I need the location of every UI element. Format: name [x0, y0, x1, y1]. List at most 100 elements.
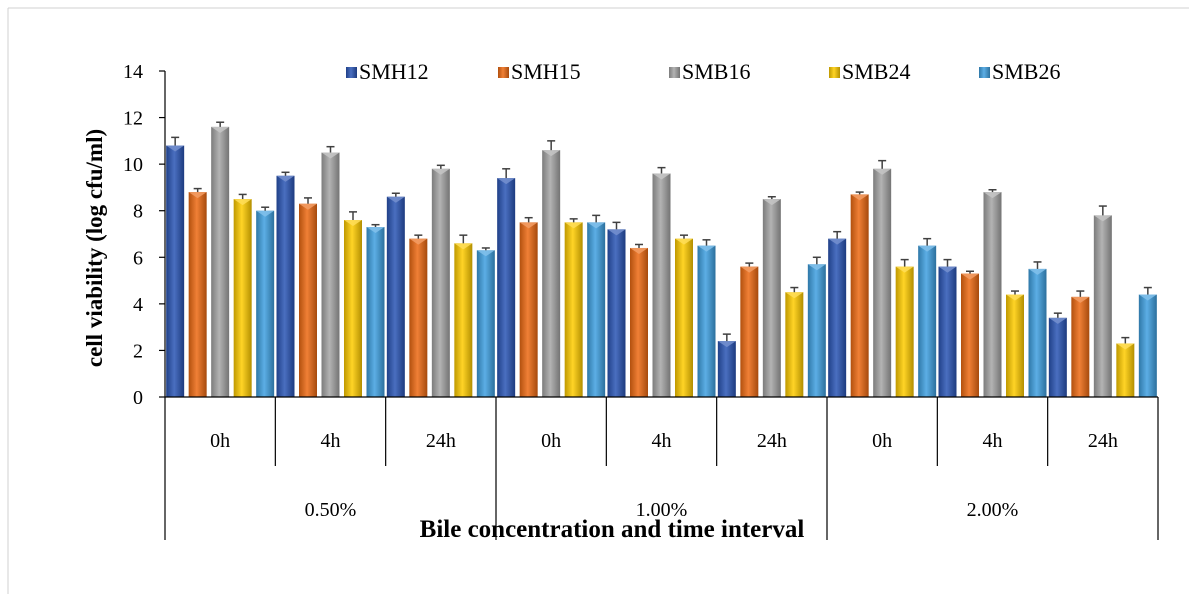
legend-label-smb16: SMB16 — [682, 59, 750, 84]
y-tick-label: 12 — [123, 108, 143, 130]
bar-cap — [409, 238, 428, 245]
bar-cap — [1006, 294, 1024, 301]
category-label: 24h — [757, 430, 787, 452]
bar-smb26-5 — [807, 264, 826, 397]
bar-smb26-3 — [587, 222, 606, 397]
bar-cap — [1116, 343, 1135, 350]
bar-smb16-3 — [542, 150, 561, 397]
bar-cap — [256, 210, 275, 217]
bar-cap — [587, 222, 606, 229]
category-label: 4h — [983, 430, 1003, 452]
legend-label-smb24: SMB24 — [842, 59, 910, 84]
bar-cap — [740, 266, 759, 273]
bar-smb26-1 — [366, 227, 385, 397]
bar-cap — [344, 220, 362, 227]
bar-smh15-8 — [1071, 296, 1090, 397]
bar-smh15-4 — [630, 247, 648, 397]
bar-smh15-3 — [519, 222, 538, 397]
bar-cap — [1071, 296, 1090, 303]
x-axis-title: Bile concentration and time interval — [420, 516, 805, 543]
category-label: 4h — [652, 430, 672, 452]
y-tick-label: 2 — [133, 340, 143, 362]
legend-label-smb26: SMB26 — [992, 59, 1060, 84]
bar-smb24-2 — [454, 243, 473, 397]
category-label: 0h — [541, 430, 561, 452]
bar-cap — [697, 245, 716, 252]
legend-swatch-smb16 — [669, 67, 680, 78]
legend-swatch-smb24 — [829, 67, 840, 78]
bar-smh15-2 — [409, 238, 428, 397]
bar-cap — [542, 150, 561, 157]
bar-cap — [983, 192, 1002, 199]
bar-cap — [497, 178, 516, 185]
bar-smb26-4 — [697, 245, 716, 397]
bar-cap — [850, 194, 869, 201]
bar-smh15-1 — [299, 203, 317, 397]
bar-cap — [321, 152, 340, 159]
bar-cap — [961, 273, 979, 280]
legend-swatch-smb26 — [979, 67, 990, 78]
bar-cap — [630, 247, 648, 254]
bar-smh12-0 — [166, 145, 185, 397]
legend: SMH12 SMH15 SMB16 SMB24 SMB26 — [346, 59, 1060, 84]
bar-cap — [188, 192, 207, 199]
bar-smh15-5 — [740, 266, 759, 397]
bar-smh12-3 — [497, 178, 516, 397]
bar-cap — [166, 145, 185, 152]
legend-swatch-smh12 — [346, 67, 357, 78]
bar-cap — [938, 266, 957, 273]
bar-smb16-4 — [652, 173, 671, 397]
bar-cap — [431, 168, 450, 175]
bar-cap — [807, 264, 826, 271]
category-label: 24h — [1088, 430, 1118, 452]
bar-cap — [675, 238, 693, 245]
bar-smh15-7 — [961, 273, 979, 397]
bar-cap — [652, 173, 671, 180]
bar-smb24-4 — [675, 238, 693, 397]
bar-cap — [607, 229, 626, 236]
y-tick-label: 4 — [133, 294, 143, 316]
bar-cap — [1028, 268, 1047, 275]
bar-cap — [454, 243, 473, 250]
bar-cap — [211, 126, 230, 133]
bar-smb24-8 — [1116, 343, 1135, 397]
bar-smb16-1 — [321, 152, 340, 397]
legend-label-smh12: SMH12 — [359, 59, 429, 84]
bar-smb24-7 — [1006, 294, 1024, 397]
category-label: 0h — [210, 430, 230, 452]
bar-smb16-0 — [211, 126, 230, 397]
bar-cap — [476, 250, 495, 257]
bar-smb26-7 — [1028, 268, 1047, 397]
bar-cap — [1138, 294, 1157, 301]
bar-cap — [233, 199, 252, 206]
bar-smb26-2 — [476, 250, 495, 397]
legend-swatch-smh15 — [498, 67, 509, 78]
bar-cap — [762, 199, 781, 206]
bar-smb16-7 — [983, 192, 1002, 397]
y-tick-label: 0 — [133, 387, 143, 409]
bar-smb16-8 — [1093, 215, 1112, 397]
legend-label-smh15: SMH15 — [511, 59, 581, 84]
bar-smh15-0 — [188, 192, 207, 397]
bar-smb26-0 — [256, 210, 275, 397]
bar-cap — [785, 292, 804, 299]
bar-cap — [717, 341, 736, 348]
bar-smb24-3 — [564, 222, 583, 397]
bar-cap — [1093, 215, 1112, 222]
bar-smb16-6 — [873, 168, 892, 397]
bar-cap — [299, 203, 317, 210]
bar-cap — [519, 222, 538, 229]
bar-smb24-6 — [895, 266, 914, 397]
bar-cap — [873, 168, 892, 175]
category-label: 0h — [872, 430, 892, 452]
bar-cap — [828, 238, 847, 245]
bar-cap — [276, 175, 295, 182]
bar-smh12-5 — [717, 341, 736, 397]
bar-smb16-5 — [762, 199, 781, 397]
bar-cap — [386, 196, 405, 203]
bar-cap — [366, 227, 385, 234]
bar-smb24-1 — [344, 220, 362, 397]
group-label: 1.00% — [636, 499, 688, 521]
